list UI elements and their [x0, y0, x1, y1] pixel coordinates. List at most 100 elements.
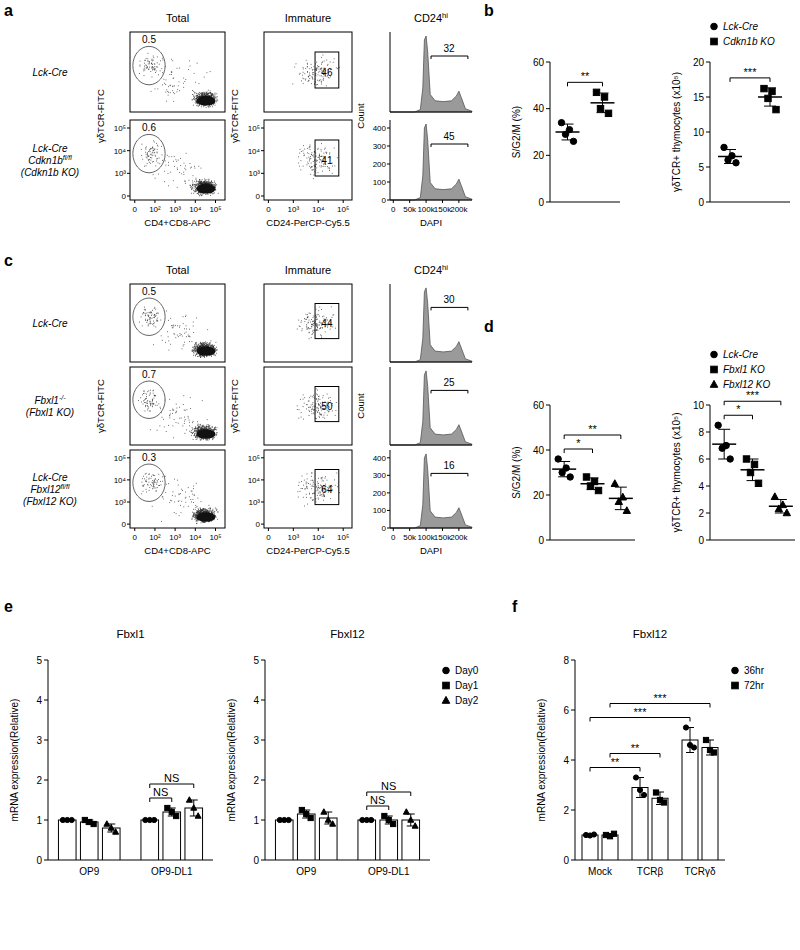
legend-label: Fbxl12 KO [723, 379, 770, 390]
tick [571, 660, 575, 661]
tick-label: 20 [533, 490, 545, 501]
plot-frame [264, 450, 352, 528]
tick-label: 1 [253, 815, 259, 826]
tick [293, 200, 294, 203]
error-bar [718, 429, 730, 459]
chart-title: Fbxl12 [330, 628, 365, 640]
label-text: (Fbxl12 KO) [23, 496, 77, 507]
legend: Lck-CreCdkn1b KO [711, 21, 775, 47]
tick [706, 132, 710, 133]
tick [393, 528, 394, 531]
axes: 0204060S/G2/M (%) [511, 400, 635, 546]
tick-label: 0 [256, 520, 261, 529]
significance-bracket [568, 82, 603, 86]
tick [268, 200, 269, 203]
legend-marker [442, 696, 450, 703]
error-bar [724, 150, 736, 164]
tick [393, 200, 394, 203]
data-point [195, 813, 201, 818]
tick-label: 1 [36, 815, 42, 826]
tick [706, 167, 710, 168]
x-axis-line [550, 202, 620, 203]
data-point [191, 805, 197, 810]
gate [431, 144, 468, 147]
gate-value: 64 [321, 484, 333, 495]
tick-label: 10⁴ [312, 533, 325, 542]
significance-bracket [730, 78, 770, 82]
plot-frame [264, 32, 352, 112]
significance: ** [568, 70, 603, 86]
tick [706, 513, 710, 514]
tick-label: 60 [533, 400, 545, 411]
tick-label: 0 [266, 533, 271, 542]
tick-label: 8 [563, 655, 569, 666]
row-label: (Fbxl12 KO) [23, 496, 77, 507]
significance-bracket [724, 415, 752, 419]
tick-label: 10⁴ [189, 205, 202, 214]
tick-label: 0 [538, 197, 544, 208]
gate-value: 0.3 [142, 452, 156, 463]
legend-label: Fbxl1 KO [723, 364, 765, 375]
significance-bracket [590, 718, 690, 722]
label-text: Cdkn1b [28, 155, 63, 166]
tick-label: 300 [373, 142, 387, 151]
dense-population [197, 96, 216, 106]
tick-label: 50k [403, 533, 417, 542]
flow-events [152, 479, 210, 521]
tick [706, 540, 710, 541]
tick-label: Mock [588, 866, 613, 877]
significance-label: NS [381, 780, 396, 792]
data-point [593, 89, 599, 95]
flow-events [147, 311, 208, 350]
tick-label: 200 [373, 160, 387, 169]
legend-marker [443, 682, 450, 689]
flow-events [139, 53, 163, 77]
data-point [733, 160, 739, 166]
label-text: Immature [285, 12, 331, 24]
significance: **** [724, 389, 781, 419]
axis-title: CD4+CD8-APC [144, 545, 210, 556]
data-point [771, 493, 778, 500]
axes: 0204060S/G2/M (%) [511, 57, 620, 208]
legend-marker [710, 380, 718, 387]
label-superscript: fl/fl [61, 483, 70, 490]
gate-value: 46 [321, 67, 333, 78]
error-bar [407, 814, 415, 826]
significance: NSNS [367, 780, 411, 810]
significance-label: *** [634, 706, 648, 718]
bar [163, 812, 181, 860]
tick-label: 40 [533, 103, 545, 114]
data-point [591, 832, 596, 837]
panel-letter: a [4, 2, 13, 19]
label-superscript: fl/fl [63, 154, 72, 161]
tick-label: 100 [373, 178, 387, 187]
tick-label: 2 [563, 805, 569, 816]
tick-label: TCRγδ [684, 866, 716, 877]
data-point [611, 480, 618, 487]
flow-events [190, 179, 219, 196]
tick [127, 479, 130, 480]
significance-bracket [610, 704, 710, 708]
gate [431, 390, 468, 393]
panel-letter: d [484, 318, 494, 335]
legend-marker [711, 366, 718, 373]
panel-letter: c [4, 252, 13, 269]
tick-label: 10³ [114, 169, 126, 178]
legend-marker [443, 667, 450, 674]
gate [315, 304, 339, 339]
gate [315, 470, 339, 505]
tick [458, 528, 459, 531]
dense-population [197, 429, 216, 438]
histogram-shape [390, 36, 472, 112]
tick-label: 10⁴ [248, 147, 261, 156]
label-text: (Cdkn1b KO) [21, 167, 79, 178]
row-label: (Fbxl1 KO) [26, 407, 74, 418]
significance-label: *** [746, 389, 760, 401]
tick [261, 860, 265, 861]
tick [387, 200, 390, 201]
plot-area [582, 725, 718, 860]
tick-label: 2 [36, 775, 42, 786]
data-point [637, 787, 642, 792]
tick-label: 300 [373, 471, 387, 480]
significance-bracket [150, 798, 172, 802]
